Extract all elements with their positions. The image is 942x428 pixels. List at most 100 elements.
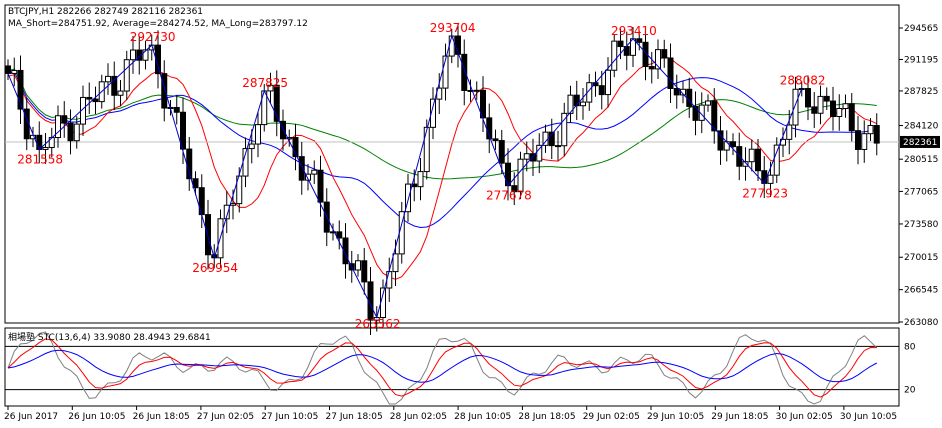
- candle-body: [573, 94, 580, 107]
- candle-body: [842, 103, 849, 110]
- time-tick-label: 28 Jun 10:05: [454, 412, 511, 422]
- candle-body: [73, 123, 80, 142]
- candle-body: [667, 57, 674, 90]
- candle-body: [17, 69, 24, 110]
- candle-body: [223, 204, 230, 220]
- time-tick-label: 28 Jun 02:05: [390, 412, 447, 422]
- candle-body: [511, 185, 518, 193]
- candle-body: [830, 100, 836, 118]
- zigzag-label: 292730: [130, 30, 176, 44]
- time-tick-label: 28 Jun 18:05: [518, 412, 575, 422]
- time-axis: 26 Jun 2017 26 Jun 10:05 26 Jun 18:05 27 Ju…: [4, 406, 897, 422]
- candle-body: [717, 130, 724, 151]
- zigzag-label: 293704: [430, 21, 476, 35]
- time-tick-label: 26 Jun 10:05: [68, 412, 125, 422]
- candle-body: [255, 124, 261, 145]
- candle-body: [567, 94, 574, 114]
- candle-body: [461, 53, 468, 91]
- candle-body: [292, 137, 299, 158]
- candle-body: [386, 271, 393, 289]
- price-tick-label: 270015: [904, 253, 938, 263]
- price-tick-label: 291195: [904, 55, 938, 65]
- candle-body: [580, 101, 586, 107]
- candle-body: [530, 153, 536, 162]
- candle-body: [55, 115, 61, 139]
- price-tick-label: 284120: [904, 122, 939, 132]
- candle-body: [680, 88, 686, 96]
- candle-body: [442, 55, 449, 89]
- candle-body: [605, 69, 611, 96]
- time-tick-label: 30 Jun 10:05: [840, 412, 897, 422]
- candle-body: [711, 100, 718, 132]
- stc-signal-red-line: [7, 338, 877, 398]
- candle-body: [42, 146, 49, 150]
- candle-body: [330, 231, 336, 234]
- candle-body: [873, 124, 880, 144]
- candle-body: [611, 40, 618, 71]
- candle-body: [11, 69, 18, 74]
- candle-body: [180, 111, 186, 150]
- candle-body: [311, 169, 318, 175]
- candle-body: [361, 260, 368, 283]
- ma-info: MA_Short=284751.92, Average=284274.52, M…: [8, 19, 308, 29]
- stc-level-label: 80: [904, 342, 916, 352]
- stc-signal-blue-line: [7, 349, 878, 383]
- zigzag-layer: 281558 292730 269954 287825 263562 293704 2776…: [7, 21, 826, 331]
- candle-body: [792, 88, 799, 126]
- candle-body: [642, 41, 649, 68]
- candle-body: [142, 49, 149, 61]
- candle-body: [423, 126, 430, 173]
- ma-short-line: [7, 55, 878, 280]
- candle-body: [230, 203, 236, 206]
- candle-body: [855, 130, 861, 150]
- candle-body: [286, 137, 293, 140]
- candle-body: [673, 88, 680, 96]
- candle-body: [548, 131, 555, 147]
- zigzag-label: 293410: [611, 24, 657, 38]
- time-tick-label: 26 Jun 2017: [4, 412, 58, 422]
- candle-body: [280, 120, 286, 140]
- candle-body: [267, 84, 274, 92]
- candle-body: [367, 281, 374, 321]
- candle-body: [748, 148, 755, 163]
- candle-body: [773, 144, 780, 176]
- candle-body: [723, 141, 730, 151]
- candle-body: [448, 35, 455, 57]
- candle-body: [636, 38, 643, 43]
- candle-body: [867, 124, 874, 135]
- candle-body: [742, 161, 749, 167]
- candle-body: [161, 73, 168, 109]
- time-tick-label: 27 Jun 18:05: [326, 412, 383, 422]
- candles: [5, 22, 880, 336]
- current-price: 282361: [903, 138, 937, 148]
- price-tick-label: 266545: [904, 286, 938, 296]
- candle-body: [405, 183, 411, 213]
- candle-body: [105, 75, 111, 83]
- zigzag-label: 281558: [17, 152, 63, 166]
- price-tick-label: 280515: [904, 155, 938, 165]
- candle-body: [536, 144, 543, 162]
- candle-body: [823, 95, 830, 102]
- candle-body: [305, 173, 311, 181]
- time-tick-label: 27 Jun 02:05: [197, 412, 254, 422]
- candle-body: [498, 140, 505, 164]
- zigzag-label: 263562: [355, 317, 401, 331]
- ma-average-line: [7, 71, 877, 229]
- candle-body: [355, 260, 361, 271]
- candle-body: [123, 59, 130, 92]
- candle-body: [192, 178, 199, 189]
- candle-body: [417, 171, 424, 188]
- candle-body: [686, 88, 693, 107]
- candle-body: [298, 156, 305, 181]
- price-tick-label: 273580: [904, 220, 939, 230]
- price-tick-label: 287825: [904, 87, 938, 97]
- indicator-title: 相場塾 STC(13,6,4) 33.9080 28.4943 29.6841: [8, 331, 211, 343]
- candle-body: [648, 66, 655, 70]
- stc-layer: 80 20: [5, 331, 916, 405]
- candle-body: [705, 100, 711, 106]
- candle-body: [317, 169, 324, 203]
- candle-body: [273, 84, 280, 122]
- candle-body: [517, 158, 524, 193]
- candle-body: [61, 115, 68, 124]
- candle-body: [430, 98, 436, 128]
